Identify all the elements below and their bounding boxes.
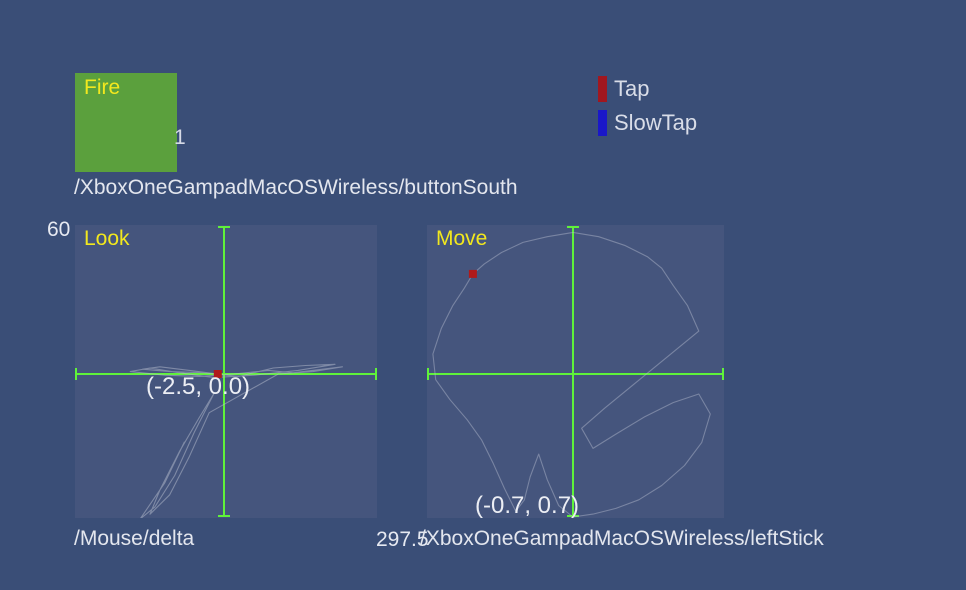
legend-item-slowtap: SlowTap	[598, 110, 697, 144]
look-device-path-label: /Mouse/delta	[74, 527, 195, 550]
look-plot-panel: Look	[75, 225, 377, 518]
fire-action-value: 1	[174, 126, 186, 149]
move-device-path-label: /XboxOneGampadMacOSWireless/leftStick	[420, 527, 824, 550]
plot-axes	[75, 226, 377, 517]
plot-trace	[129, 363, 343, 518]
fire-action-label: Fire	[84, 76, 121, 99]
move-plot-panel: Move (-0.7, 0.7)	[427, 225, 724, 519]
plot-trace	[432, 231, 711, 518]
legend-item-tap: Tap	[598, 76, 697, 110]
look-axis-max-label: 60	[47, 218, 71, 241]
move-plot-title: Move	[436, 227, 488, 250]
fire-button-value-box	[75, 73, 177, 172]
current-value-marker	[213, 370, 222, 378]
look-plot-title: Look	[84, 227, 130, 250]
move-value-readout: (-0.7, 0.7)	[475, 492, 580, 519]
plot-axes	[427, 226, 724, 517]
look-value-readout: (-2.5, 0.0)	[146, 373, 251, 400]
interaction-legend: Tap SlowTap	[598, 76, 697, 144]
current-value-marker	[468, 269, 477, 278]
move-plot-canvas	[427, 226, 724, 518]
look-plot-canvas	[75, 226, 377, 518]
legend-item-label: Tap	[614, 76, 650, 101]
fire-device-path-label: /XboxOneGampadMacOSWireless/buttonSouth	[74, 176, 518, 199]
move-axis-max-label: 297.5	[376, 528, 429, 551]
color-swatch-icon	[598, 76, 607, 102]
color-swatch-icon	[598, 110, 607, 136]
legend-item-label: SlowTap	[614, 110, 698, 135]
